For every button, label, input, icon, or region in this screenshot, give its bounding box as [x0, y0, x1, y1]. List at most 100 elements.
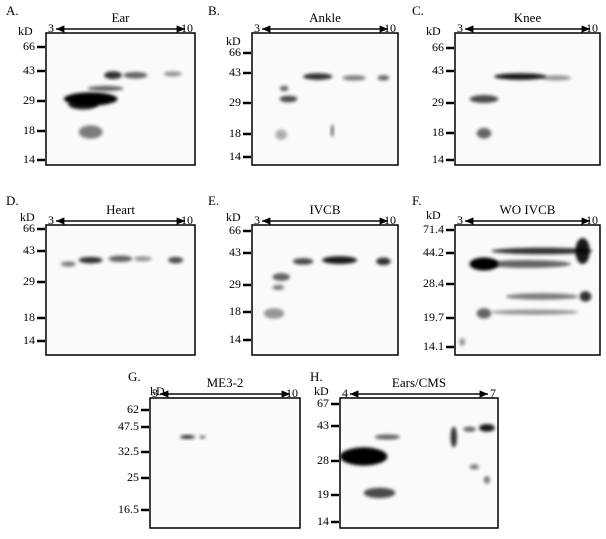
protein-spot	[483, 476, 491, 484]
protein-spot	[78, 125, 103, 139]
panel-letter: H.	[310, 369, 323, 384]
protein-spot	[279, 85, 289, 92]
marker-label: 16.5	[118, 502, 139, 516]
panel: C.kD 3 10 Knee 66 43 29 18 14	[412, 3, 601, 166]
panel-title: Heart	[106, 202, 135, 217]
panel-title: Ears/CMS	[392, 375, 446, 390]
ph-high: 10	[586, 213, 598, 227]
protein-spot	[377, 75, 390, 81]
marker-label: 18	[432, 125, 444, 139]
protein-spot	[263, 308, 285, 319]
panel: D.kD 3 10 Heart 66 43 29 18 14	[6, 193, 196, 356]
panel-title: Ankle	[309, 10, 341, 25]
marker-label: 66	[229, 45, 241, 59]
marker-label: 19.7	[423, 310, 444, 324]
marker-label: 43	[23, 63, 35, 77]
protein-spot	[104, 71, 122, 80]
marker-label: 43	[229, 65, 241, 79]
marker-label: 43	[23, 243, 35, 257]
gel	[45, 224, 196, 356]
ph-low: 3	[152, 386, 158, 400]
protein-spot	[108, 255, 133, 263]
protein-spot	[180, 435, 195, 439]
ph-high: 10	[586, 21, 598, 35]
panel-letter: D.	[6, 193, 19, 208]
protein-spot	[476, 308, 492, 319]
ph-high: 7	[490, 386, 496, 400]
ph-high: 10	[384, 21, 396, 35]
marker-label: 18	[229, 126, 241, 140]
protein-spot	[87, 85, 124, 92]
ph-low: 3	[254, 21, 260, 35]
kd-label: kD	[226, 34, 241, 48]
protein-spot	[494, 73, 547, 80]
protein-spot	[575, 238, 590, 264]
protein-spot	[505, 293, 579, 300]
marker-label: 14	[229, 149, 241, 163]
marker-label: 71.4	[423, 222, 444, 236]
marker-label: 19	[317, 487, 329, 501]
gel	[251, 224, 399, 356]
marker-label: 14	[23, 152, 35, 166]
panel: A. kD 3 10 Ear 66 43 29 18 14	[6, 3, 196, 166]
kd-label: kD	[18, 24, 33, 38]
protein-spot	[342, 75, 366, 81]
ph-low: 4	[342, 386, 348, 400]
panel-title: Ear	[111, 10, 130, 25]
panel-title: WO IVCB	[500, 202, 556, 217]
panel-letter: F.	[412, 193, 421, 208]
protein-spot	[275, 129, 288, 140]
protein-spot	[163, 71, 182, 77]
protein-spot	[272, 273, 290, 281]
marker-label: 18	[229, 304, 241, 318]
marker-label: 32.5	[118, 444, 139, 458]
protein-spot	[133, 256, 152, 262]
protein-spot	[469, 464, 480, 470]
kd-label: kD	[426, 24, 441, 38]
marker-label: 44.2	[423, 245, 444, 259]
protein-spot	[123, 71, 148, 79]
protein-spot	[292, 258, 314, 265]
protein-spot	[279, 95, 298, 103]
protein-spot	[363, 487, 396, 499]
marker-label: 47.5	[118, 419, 139, 433]
marker-label: 66	[23, 221, 35, 235]
marker-label: 18	[23, 310, 35, 324]
marker-label: 25	[127, 470, 139, 484]
protein-spot	[476, 128, 492, 139]
marker-label: 67	[317, 396, 329, 410]
marker-label: 29	[432, 95, 444, 109]
panel-title: Knee	[514, 10, 542, 25]
marker-label: 14	[317, 514, 329, 528]
protein-spot	[168, 256, 184, 264]
marker-label: 29	[23, 93, 35, 107]
ph-high: 10	[181, 21, 193, 35]
marker-label: 18	[23, 123, 35, 137]
protein-spot	[303, 73, 333, 80]
protein-spot	[450, 426, 457, 448]
protein-spot	[491, 309, 579, 315]
ph-high: 10	[286, 386, 298, 400]
ph-high: 10	[384, 213, 396, 227]
marker-label: 43	[317, 418, 329, 432]
panel-letter: G.	[128, 369, 141, 384]
protein-spot	[491, 247, 593, 255]
marker-label: 66	[432, 40, 444, 54]
panel: F. kD 3 10 WO IVCB 71.4 44.2 28.4 19.7 14.1	[412, 193, 601, 356]
protein-spot	[322, 256, 358, 264]
marker-label: 66	[23, 39, 35, 53]
ph-low: 3	[48, 21, 54, 35]
marker-label: 14	[229, 332, 241, 346]
protein-spot	[542, 75, 571, 81]
panel-title: IVCB	[309, 202, 340, 217]
marker-label: 14	[23, 333, 35, 347]
panel-letter: B.	[208, 3, 220, 18]
protein-spot	[374, 434, 401, 440]
panel-title: ME3-2	[207, 375, 244, 390]
protein-spot	[272, 284, 285, 290]
protein-spot	[340, 447, 388, 466]
protein-spot	[463, 426, 476, 432]
marker-label: 14	[432, 152, 444, 166]
